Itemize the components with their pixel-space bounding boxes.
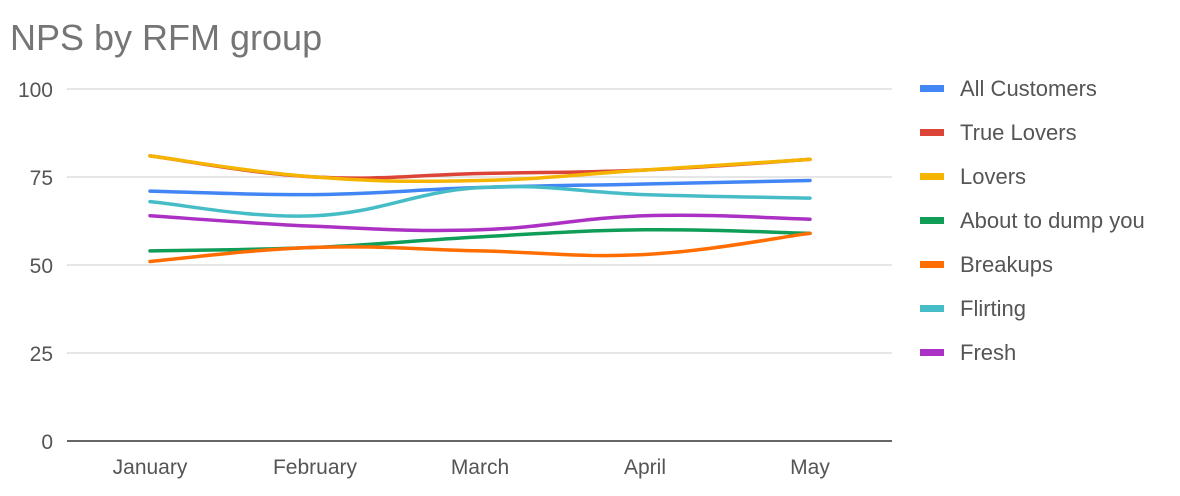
x-tick-label: March xyxy=(451,456,509,479)
legend-label: Flirting xyxy=(960,296,1026,321)
x-tick-label: January xyxy=(113,456,188,479)
x-tick-label: May xyxy=(790,456,830,479)
legend-swatch xyxy=(920,305,944,312)
series-line-about-to-dump-you xyxy=(148,227,812,253)
series-line-breakups xyxy=(148,231,812,264)
legend-label: True Lovers xyxy=(960,120,1077,145)
series-line-lovers xyxy=(148,154,812,184)
legend-swatch xyxy=(920,349,944,356)
legend-swatch xyxy=(920,217,944,224)
x-tick-label: February xyxy=(273,456,358,479)
y-tick-label: 0 xyxy=(41,431,53,454)
series-lines xyxy=(148,154,812,264)
legend: All Customers True Lovers Lovers About to d… xyxy=(920,76,1145,365)
series-line-fresh xyxy=(148,213,812,233)
y-tick-label: 75 xyxy=(30,167,53,190)
y-tick-label: 50 xyxy=(30,255,53,278)
legend-item[interactable]: Flirting xyxy=(920,296,1026,321)
legend-label: Breakups xyxy=(960,252,1053,277)
y-axis-ticks: 0 25 50 75 100 xyxy=(18,79,53,454)
legend-label: Fresh xyxy=(960,340,1016,365)
x-axis-ticks: January February March April May xyxy=(113,456,831,479)
legend-item[interactable]: About to dump you xyxy=(920,208,1145,233)
legend-item[interactable]: All Customers xyxy=(920,76,1097,101)
x-tick-label: April xyxy=(624,456,666,479)
gridlines xyxy=(67,88,892,442)
legend-item[interactable]: Fresh xyxy=(920,340,1016,365)
chart-title: NPS by RFM group xyxy=(10,17,322,58)
legend-swatch xyxy=(920,85,944,92)
y-tick-label: 25 xyxy=(30,343,53,366)
legend-swatch xyxy=(920,129,944,136)
series-line-flirting xyxy=(148,184,812,218)
legend-swatch xyxy=(920,261,944,268)
y-tick-label: 100 xyxy=(18,79,53,102)
legend-label: Lovers xyxy=(960,164,1026,189)
legend-item[interactable]: True Lovers xyxy=(920,120,1077,145)
legend-swatch xyxy=(920,173,944,180)
legend-item[interactable]: Breakups xyxy=(920,252,1053,277)
legend-item[interactable]: Lovers xyxy=(920,164,1026,189)
legend-label: All Customers xyxy=(960,76,1097,101)
legend-label: About to dump you xyxy=(960,208,1145,233)
